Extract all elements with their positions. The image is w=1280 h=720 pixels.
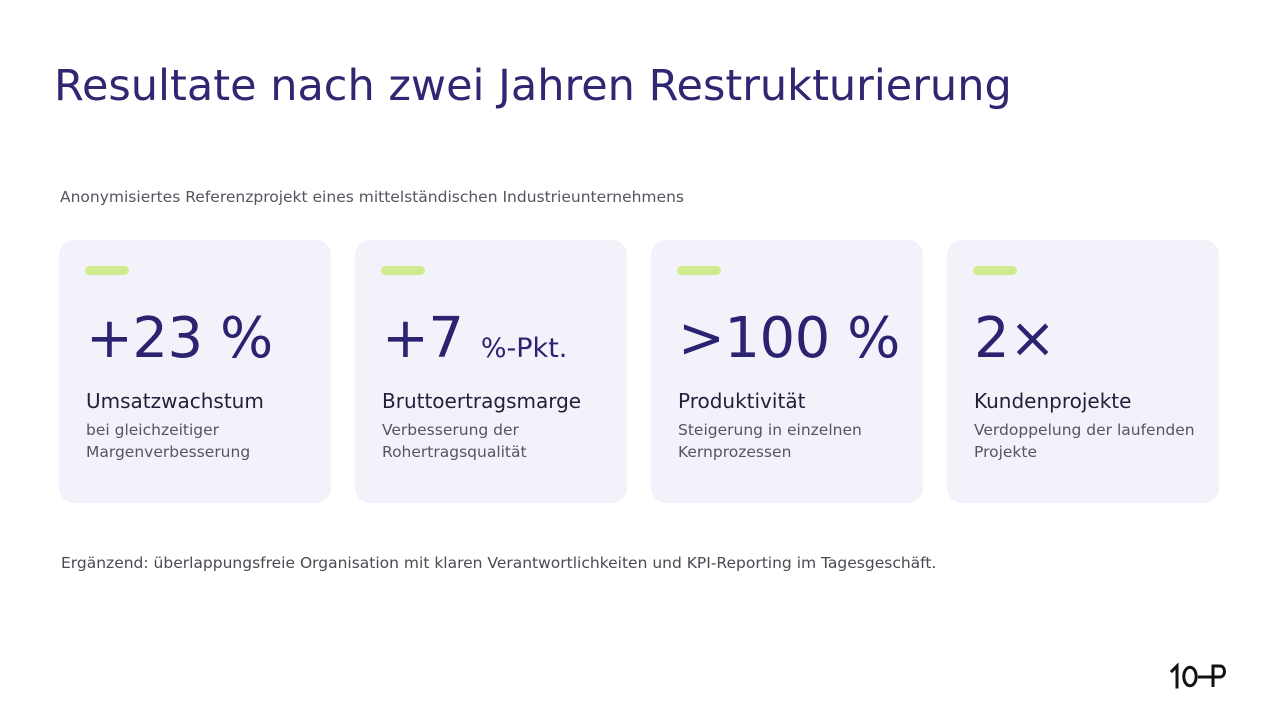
kpi-value-unit: %-Pkt. bbox=[480, 333, 568, 364]
slide-subtitle: Anonymisiertes Referenzprojekt eines mit… bbox=[60, 188, 684, 206]
kpi-label: Umsatzwachstum bbox=[86, 389, 264, 413]
kpi-label: Kundenprojekte bbox=[974, 389, 1132, 413]
card-accent-bar bbox=[85, 266, 129, 275]
kpi-description: bei gleichzeitiger Margenverbesserung bbox=[86, 421, 251, 461]
card-accent-bar bbox=[677, 266, 721, 275]
card-accent-bar bbox=[381, 266, 425, 275]
kpi-label: Produktivität bbox=[678, 389, 806, 413]
kpi-card-gross-margin: +7 %-Pkt. Bruttoertragsmarge Verbesserun… bbox=[355, 240, 627, 503]
slide-title: Resultate nach zwei Jahren Restrukturier… bbox=[54, 61, 1012, 111]
kpi-card-productivity: >100 % Produktivität Steigerung in einze… bbox=[651, 240, 923, 503]
kpi-card-customer-projects: 2× Kundenprojekte Verdoppelung der laufe… bbox=[947, 240, 1219, 503]
kpi-card-revenue: +23 % Umsatzwachstum bei gleichzeitiger … bbox=[59, 240, 331, 503]
kpi-description: Verbesserung der Rohertragsqualität bbox=[382, 421, 527, 461]
kpi-cards: +23 % Umsatzwachstum bei gleichzeitiger … bbox=[59, 240, 1220, 503]
kpi-value: +23 % bbox=[86, 304, 273, 374]
card-accent-bar bbox=[973, 266, 1017, 275]
kpi-value: 2× bbox=[974, 304, 1056, 374]
kpi-description: Verdoppelung der laufenden Projekte bbox=[974, 421, 1195, 461]
slide-footnote: Ergänzend: überlappungsfreie Organisatio… bbox=[61, 554, 937, 572]
kpi-value-number: +7 bbox=[382, 306, 464, 371]
kpi-value: +7 %-Pkt. bbox=[382, 304, 567, 384]
kpi-description: Steigerung in einzelnen Kernprozessen bbox=[678, 421, 862, 461]
kpi-label: Bruttoertragsmarge bbox=[382, 389, 582, 413]
kpi-value: >100 % bbox=[678, 304, 900, 374]
kpi-value-number: +23 % bbox=[86, 306, 273, 371]
company-logo bbox=[1169, 662, 1226, 689]
kpi-value-number: >100 % bbox=[678, 306, 900, 371]
kpi-value-number: 2× bbox=[974, 306, 1056, 371]
